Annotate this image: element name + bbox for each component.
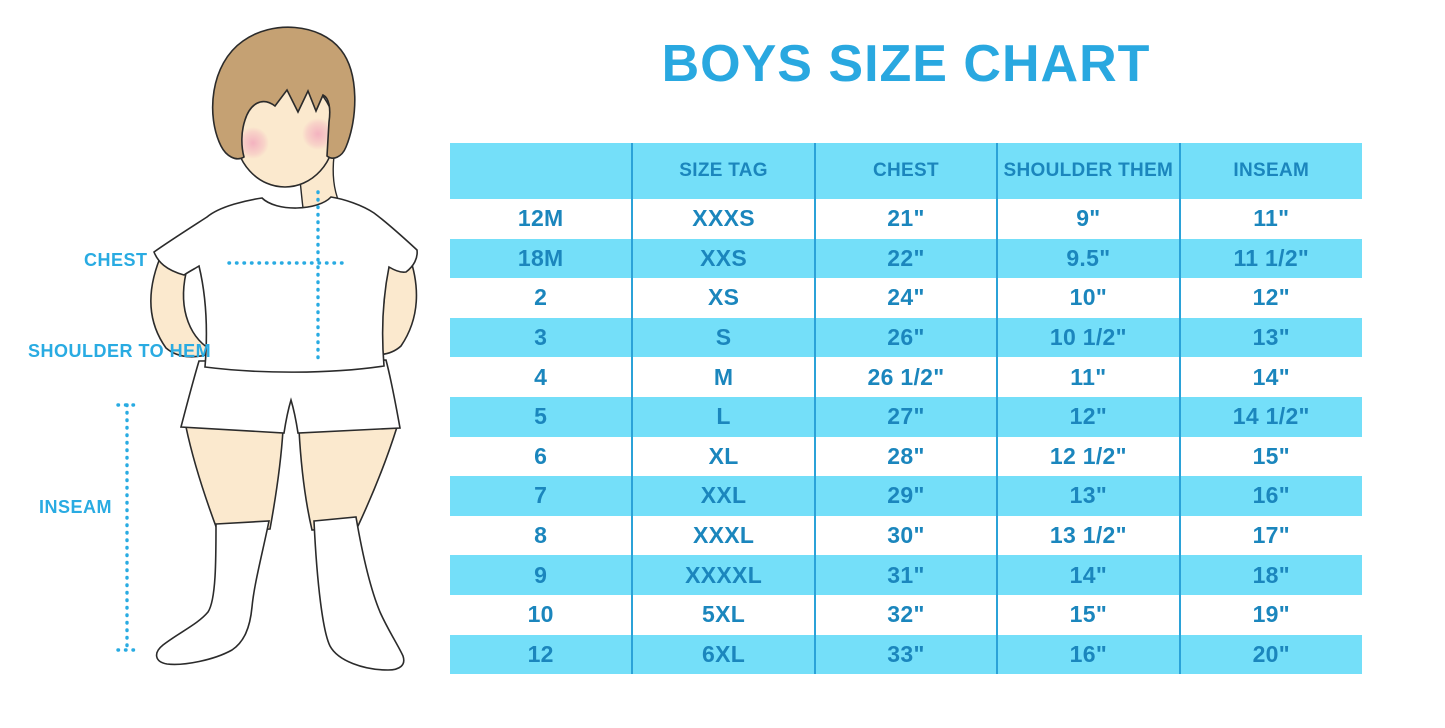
table-cell: 33" [813,634,998,675]
left-leg [185,426,284,533]
table-cell: 8 [534,522,548,549]
column-header: INSEAM [1178,143,1362,199]
table-cell: 13 1/2" [996,515,1180,556]
table-cell: 18M [517,244,564,271]
table-cell: XS [631,278,815,318]
table-cell: 11 1/2" [1178,238,1362,279]
table-cell: 16" [996,634,1180,675]
table-cell: 3 [534,324,548,351]
table-cell: 11" [996,357,1180,397]
table-cell: 12 1/2" [996,436,1180,477]
table-cell: 9" [996,199,1180,239]
left-sock [155,520,270,666]
column-header: CHEST [813,143,998,199]
table-row: 18M XXS 22" 9.5" 11 1/2" [450,238,1362,279]
table-cell: 16" [1178,476,1362,516]
table-cell: 15" [996,594,1180,635]
right-sock [313,516,405,671]
table-cell: 20" [1178,634,1362,675]
table-cell: XXXXL [631,555,815,595]
table-cell: 31" [813,555,998,595]
right-leg [298,426,399,531]
table-cell: 6XL [631,634,815,675]
table-cell: 22" [813,238,998,279]
table-cell: 12M [517,205,564,232]
table-cell: 9.5" [996,238,1180,279]
table-cell: 4 [534,363,548,390]
boy-measurement-diagram: CHEST SHOULDER TO HEM INSEAM [0,0,450,723]
table-cell: 9 [534,561,548,588]
table-cell: 12 [527,640,554,667]
table-cell: 29" [813,476,998,516]
table-row: 7 XXL 29" 13" 16" [450,476,1362,516]
column-header [450,143,633,199]
inseam-label: INSEAM [39,497,113,517]
table-cell: 5XL [631,594,815,635]
table-cell: 13" [1178,317,1362,358]
table-cell: XXS [631,238,815,279]
table-cell: XXL [631,476,815,516]
table-cell: 10 1/2" [996,317,1180,358]
table-cell: 26" [813,317,998,358]
shoulder-to-hem-label: SHOULDER TO HEM [28,341,212,361]
table-cell: 12" [996,396,1180,437]
table-cell: 21" [813,199,998,239]
table-row: 8 XXXL 30" 13 1/2" 17" [450,515,1362,556]
size-table-body: 12M XXXS 21" 9" 11" 18M XXS 22" 9.5" 11 1/2" 2 XS 24… [450,199,1362,675]
table-row: 9 XXXXL 31" 14" 18" [450,555,1362,595]
left-cheek-blush [237,127,269,159]
size-chart-table: SIZE TAG CHEST SHOULDER THEM INSEAM 12M XXXS… [450,143,1362,675]
table-row: 6 XL 28" 12 1/2" 15" [450,436,1362,477]
chest-label: CHEST [84,250,148,270]
table-cell: 2 [534,284,548,311]
table-cell: 14 1/2" [1178,396,1362,437]
table-cell: 30" [813,515,998,556]
table-cell: 6 [534,442,548,469]
table-cell: 27" [813,396,998,437]
table-row: 12 6XL 33" 16" 20" [450,634,1362,675]
table-cell: 12" [1178,278,1362,318]
table-cell: 7 [534,482,548,509]
table-cell: 11" [1178,199,1362,239]
boy-illustration [116,26,418,671]
table-cell: 24" [813,278,998,318]
table-cell: 14" [1178,357,1362,397]
table-cell: 10 [527,601,554,628]
column-header: SHOULDER THEM [996,143,1180,199]
table-row: 2 XS 24" 10" 12" [450,278,1362,318]
shorts [179,359,401,434]
table-cell: 28" [813,436,998,477]
table-cell: 5 [534,403,548,430]
table-row: 4 M 26 1/2" 11" 14" [450,357,1362,397]
table-row: 5 L 27" 12" 14 1/2" [450,396,1362,437]
table-row: 12M XXXS 21" 9" 11" [450,199,1362,239]
table-cell: M [631,357,815,397]
table-cell: 18" [1178,555,1362,595]
table-cell: XL [631,436,815,477]
right-cheek-blush [302,118,334,150]
table-cell: 19" [1178,594,1362,635]
table-row: 3 S 26" 10 1/2" 13" [450,317,1362,358]
table-cell: L [631,396,815,437]
table-cell: 26 1/2" [813,357,998,397]
t-shirt [153,196,418,373]
table-cell: 14" [996,555,1180,595]
table-cell: XXXS [631,199,815,239]
table-cell: XXXL [631,515,815,556]
size-table-head-row: SIZE TAG CHEST SHOULDER THEM INSEAM [450,143,1362,199]
table-cell: 17" [1178,515,1362,556]
table-cell: 10" [996,278,1180,318]
hair [211,26,356,160]
page-title: BOYS SIZE CHART [661,35,1151,93]
table-cell: 32" [813,594,998,635]
table-cell: 13" [996,476,1180,516]
table-cell: 15" [1178,436,1362,477]
size-chart-table-container: SIZE TAG CHEST SHOULDER THEM INSEAM 12M XXXS… [450,143,1362,675]
table-row: 10 5XL 32" 15" 19" [450,594,1362,635]
table-cell: S [631,317,815,358]
column-header: SIZE TAG [631,143,815,199]
